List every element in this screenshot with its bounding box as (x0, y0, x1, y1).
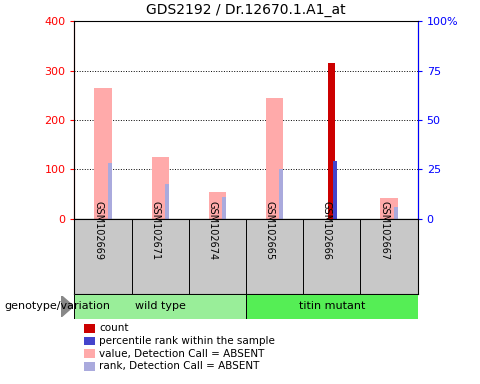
Bar (246, 294, 418, 319)
Bar (108, 163, 111, 219)
Bar (209, 192, 226, 219)
Bar (222, 197, 226, 219)
Text: wild type: wild type (135, 301, 186, 311)
Text: titin mutant: titin mutant (299, 301, 365, 311)
Text: GSM102667: GSM102667 (379, 200, 389, 260)
Bar (152, 157, 169, 219)
Bar (266, 98, 283, 219)
Text: percentile rank within the sample: percentile rank within the sample (99, 336, 275, 346)
Bar (328, 63, 335, 219)
Text: GSM102669: GSM102669 (93, 200, 103, 260)
Text: GSM102674: GSM102674 (207, 200, 217, 260)
Bar (279, 169, 283, 219)
Text: count: count (99, 323, 129, 333)
Text: genotype/variation: genotype/variation (5, 301, 111, 311)
Text: GSM102671: GSM102671 (150, 200, 160, 260)
Bar (333, 161, 337, 219)
Text: GSM102666: GSM102666 (322, 200, 332, 260)
Bar (381, 198, 397, 219)
Bar (394, 207, 397, 219)
Bar (95, 88, 111, 219)
Title: GDS2192 / Dr.12670.1.A1_at: GDS2192 / Dr.12670.1.A1_at (146, 3, 346, 17)
Text: value, Detection Call = ABSENT: value, Detection Call = ABSENT (99, 349, 265, 359)
Text: rank, Detection Call = ABSENT: rank, Detection Call = ABSENT (99, 361, 260, 371)
Bar (165, 184, 169, 219)
Text: GSM102665: GSM102665 (264, 200, 275, 260)
Bar (74, 294, 246, 319)
Polygon shape (61, 296, 73, 317)
